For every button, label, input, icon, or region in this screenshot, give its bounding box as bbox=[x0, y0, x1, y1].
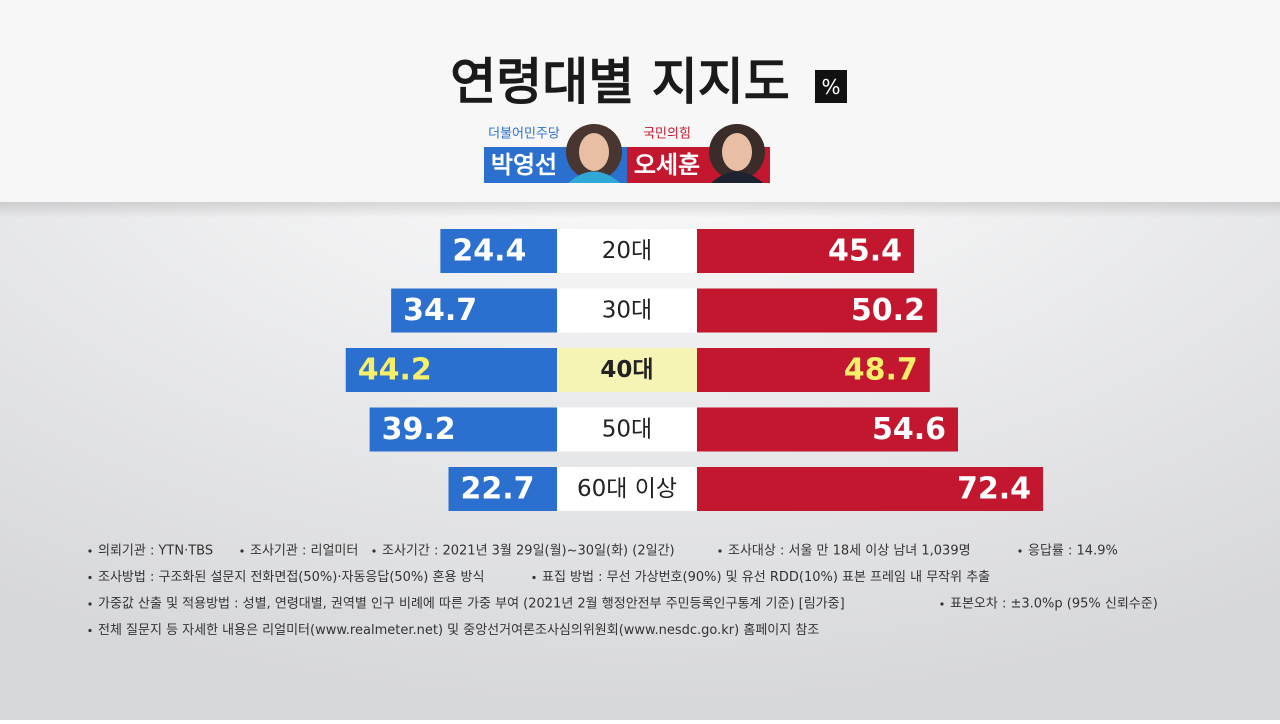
bar bbox=[697, 348, 930, 392]
legend-name: 오세훈 bbox=[634, 151, 700, 179]
value-label: 44.2 bbox=[358, 353, 432, 388]
value-label: 24.4 bbox=[452, 234, 526, 269]
footnote: 조사기관 : 리얼미터 bbox=[250, 544, 358, 559]
bar bbox=[448, 467, 557, 511]
value-label: 54.6 bbox=[872, 412, 946, 447]
footnote-bullet bbox=[88, 549, 92, 553]
footnote: 응답률 : 14.9% bbox=[1028, 544, 1118, 559]
footnote-bullet bbox=[372, 549, 376, 553]
footnote-bullet bbox=[240, 549, 244, 553]
footnote-bullet bbox=[88, 628, 92, 633]
bar bbox=[697, 467, 1044, 511]
footnote: 가중값 산출 및 적용방법 : 성별, 연령대별, 권역별 인구 비례에 따른 … bbox=[98, 596, 845, 612]
candidate-face bbox=[579, 133, 609, 171]
footnote-bullet bbox=[940, 602, 944, 606]
footnote: 표본오차 : ±3.0%p (95% 신뢰수준) bbox=[950, 597, 1158, 612]
bar bbox=[345, 348, 557, 392]
chart-title: 연령대별 지지도 bbox=[450, 53, 789, 111]
bar bbox=[697, 288, 937, 333]
category-box bbox=[557, 407, 697, 452]
category-label: 50대 bbox=[602, 417, 652, 443]
value-label: 48.7 bbox=[844, 353, 918, 388]
bar bbox=[440, 229, 557, 273]
footnote: 의뢰기관 : YTN·TBS bbox=[98, 544, 213, 559]
candidate-body bbox=[568, 171, 620, 183]
category-box bbox=[557, 467, 697, 511]
bar bbox=[697, 229, 915, 273]
value-label: 72.4 bbox=[957, 472, 1031, 507]
footnote-bullet bbox=[718, 549, 722, 553]
footnote-bullet bbox=[88, 602, 92, 606]
category-label: 40대 bbox=[600, 357, 653, 383]
unit-box bbox=[815, 70, 847, 103]
value-label: 39.2 bbox=[382, 412, 456, 447]
footnote: 전체 질문지 등 자세한 내용은 리얼미터(www.realmeter.net)… bbox=[98, 623, 819, 638]
bar bbox=[697, 407, 958, 452]
footnotes: 의뢰기관 : YTN·TBS 조사기관 : 리얼미터 조사기간 : 2021년 3월… bbox=[88, 544, 1158, 638]
footnote-bullet bbox=[1018, 549, 1022, 553]
category-box bbox=[557, 229, 697, 273]
bar bbox=[369, 407, 557, 452]
footnote: 조사방법 : 구조화된 설문지 전화면접(50%)·자동응답(50%) 혼용 방… bbox=[98, 570, 484, 585]
unit-label: % bbox=[821, 75, 840, 99]
header-shadow bbox=[0, 202, 1280, 218]
category-label: 60대 이상 bbox=[577, 476, 677, 502]
category-label: 30대 bbox=[602, 298, 652, 324]
value-label: 45.4 bbox=[828, 234, 902, 269]
footnote: 조사기간 : 2021년 3월 29일(월)~30일(화) (2일간) bbox=[382, 544, 675, 559]
legend-party: 국민의힘 bbox=[643, 127, 691, 142]
value-label: 50.2 bbox=[851, 293, 925, 328]
value-label: 34.7 bbox=[403, 293, 477, 328]
legend-name: 박영선 bbox=[491, 151, 557, 179]
category-label: 20대 bbox=[602, 238, 652, 264]
bars: 20대 24.4 45.4 30대 34.7 50.2 40대 44.2 48.7 50대 39.2… bbox=[345, 229, 1044, 511]
category-box bbox=[557, 288, 697, 333]
bar bbox=[391, 288, 557, 333]
footnote: 표집 방법 : 무선 가상번호(90%) 및 유선 RDD(10%) 표본 프레… bbox=[542, 570, 990, 585]
category-box bbox=[557, 348, 697, 392]
candidate-body bbox=[711, 171, 763, 183]
candidate-face bbox=[722, 133, 752, 171]
footnote-bullet bbox=[88, 575, 92, 580]
legend-party: 더불어민주당 bbox=[488, 127, 560, 142]
footnote: 조사대상 : 서울 만 18세 이상 남녀 1,039명 bbox=[728, 544, 971, 559]
footnote-bullet bbox=[532, 575, 536, 580]
value-label: 22.7 bbox=[460, 472, 534, 507]
